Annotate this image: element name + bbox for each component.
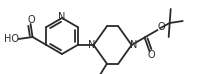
- Text: HO: HO: [4, 34, 19, 44]
- Text: N: N: [130, 40, 137, 50]
- Text: O: O: [158, 22, 165, 32]
- Text: O: O: [148, 50, 155, 61]
- Text: O: O: [28, 15, 35, 25]
- Text: N: N: [88, 40, 95, 50]
- Text: N: N: [58, 12, 66, 22]
